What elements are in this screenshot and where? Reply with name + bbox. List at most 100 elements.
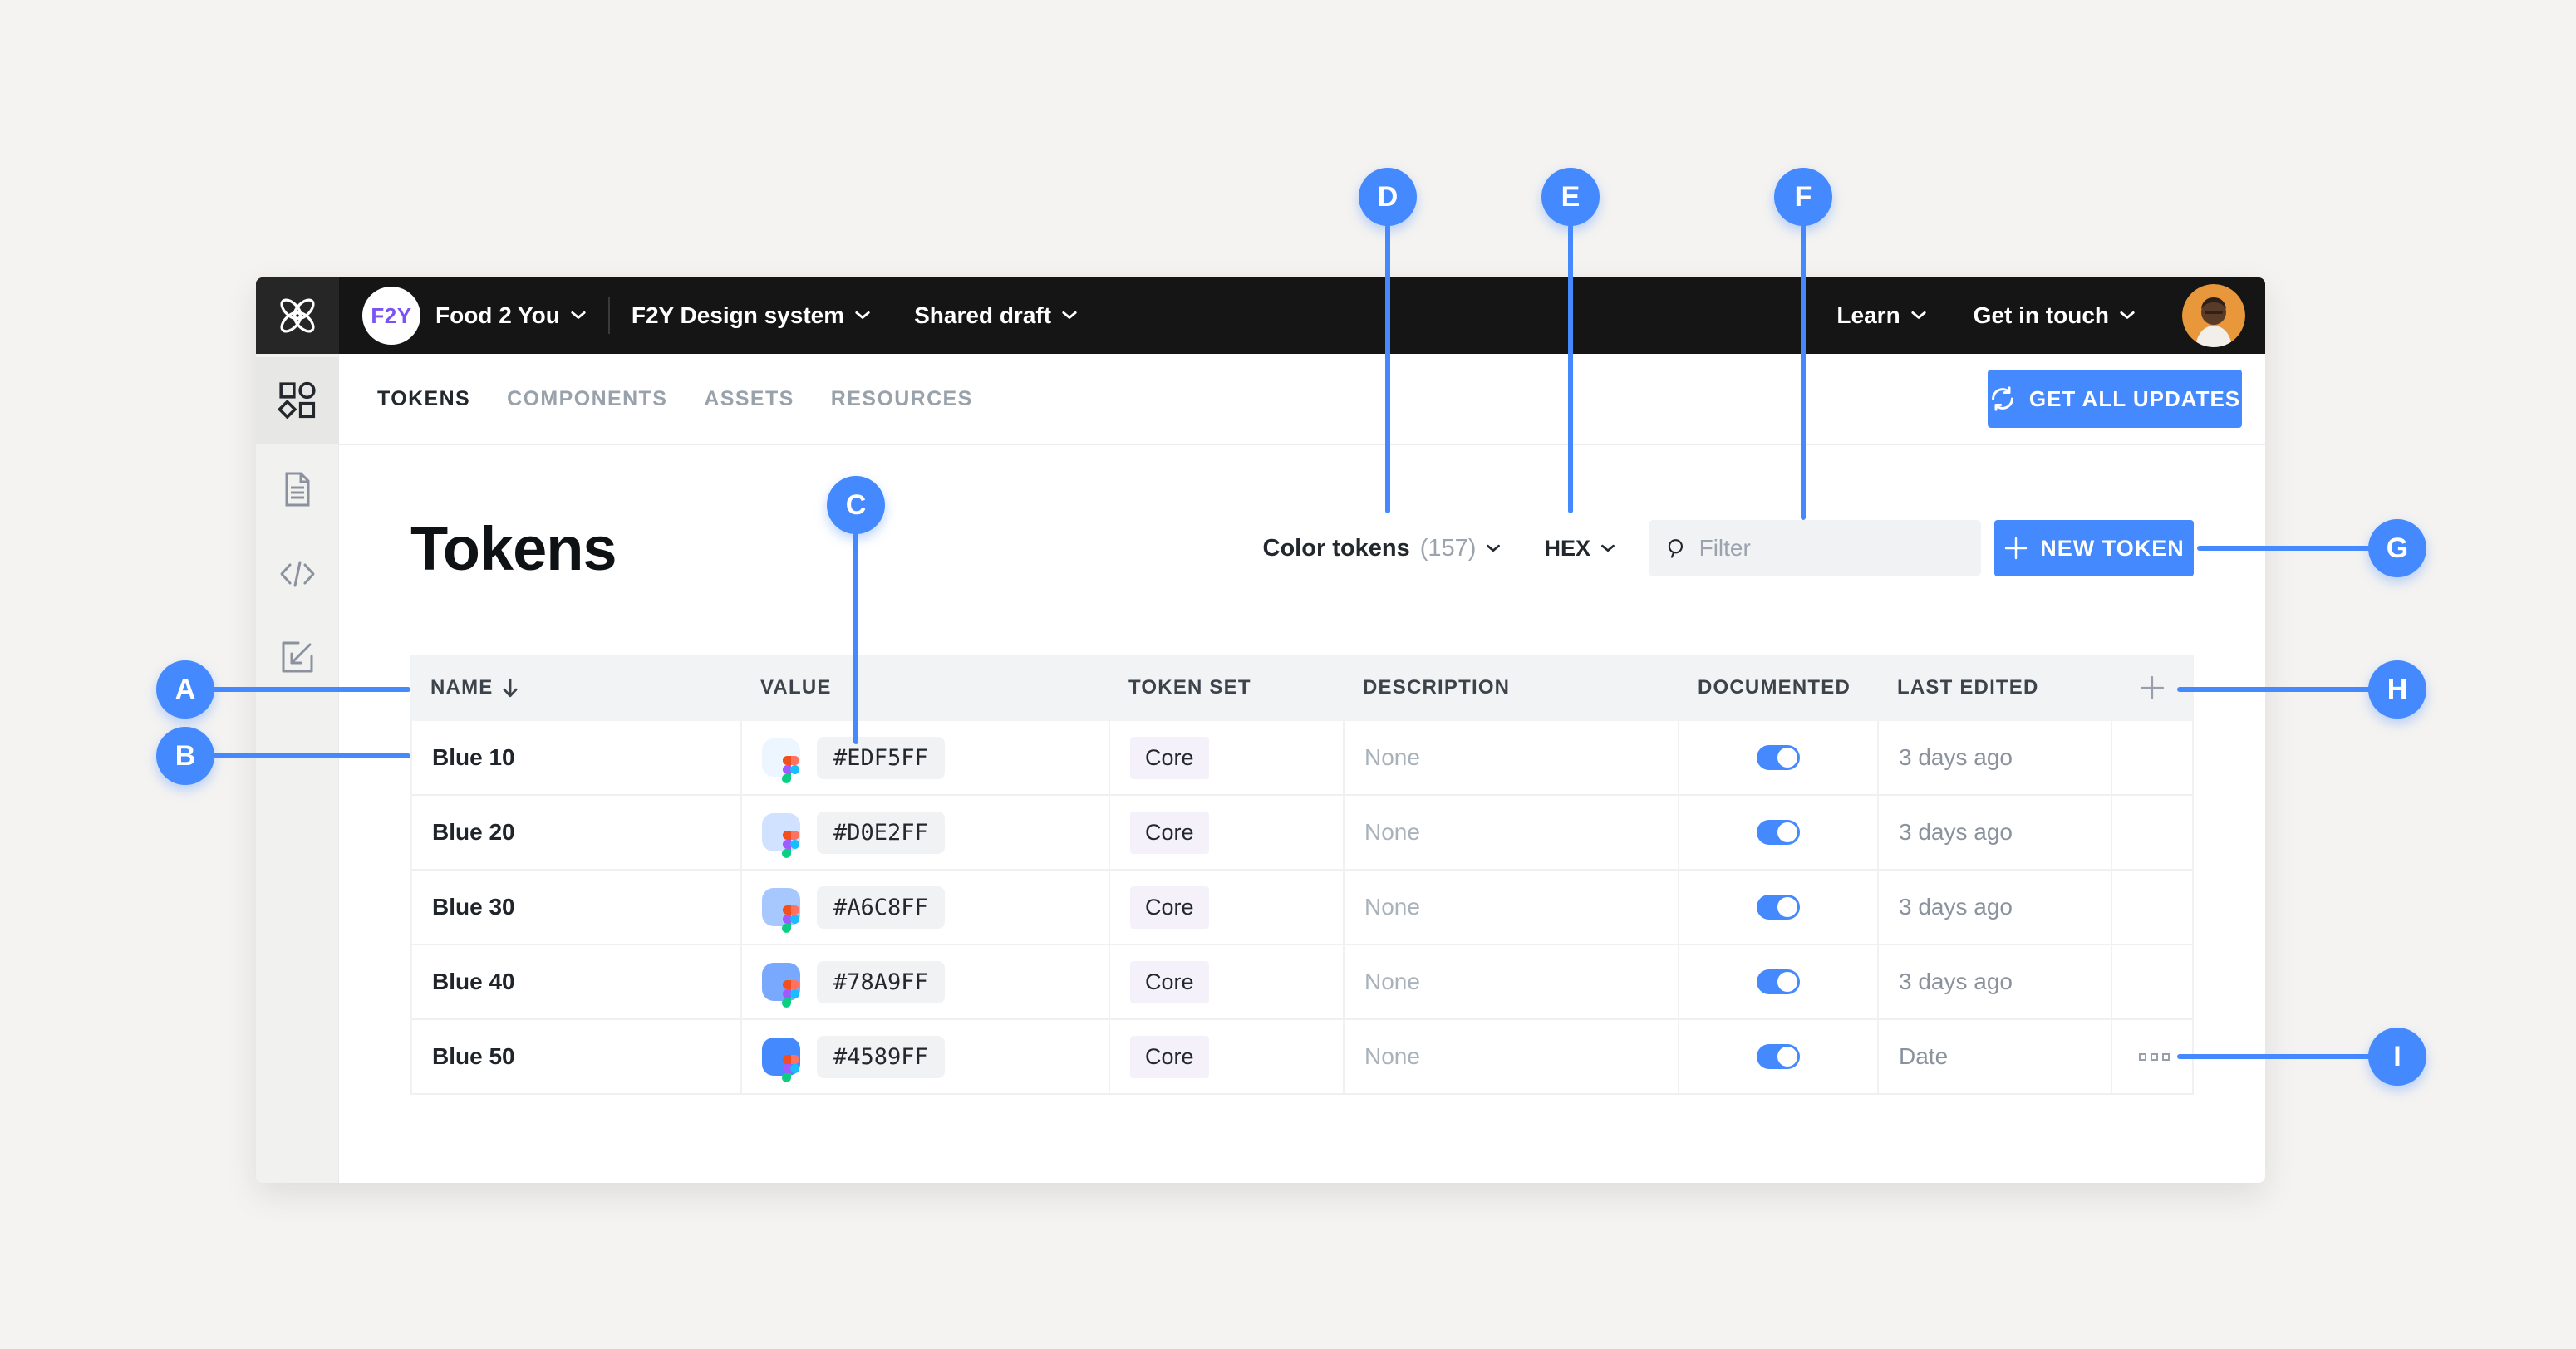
branch-switcher[interactable]: Shared draft	[914, 302, 1078, 329]
design-system-switcher[interactable]: F2Y Design system	[632, 302, 871, 329]
category-count: (157)	[1419, 534, 1477, 562]
toggle-knob	[1777, 1047, 1797, 1067]
annotation-marker-f: F	[1774, 168, 1832, 226]
color-swatch[interactable]	[762, 888, 800, 933]
documented-toggle[interactable]	[1757, 745, 1800, 770]
workspace-badge[interactable]: F2Y	[362, 287, 420, 345]
table-controls: Color tokens (157) HEX	[1263, 520, 2194, 576]
format-label: HEX	[1544, 535, 1590, 561]
annotation-line-d	[1385, 224, 1390, 513]
column-header-name[interactable]: NAME	[410, 676, 740, 699]
user-avatar[interactable]	[2182, 284, 2245, 347]
token-hex-value: #EDF5FF	[817, 736, 945, 779]
supernova-logo[interactable]	[256, 277, 339, 354]
tab-assets[interactable]: ASSETS	[704, 386, 794, 410]
chevron-down-icon	[1062, 311, 1077, 319]
filter-field[interactable]	[1649, 520, 1981, 576]
column-header-last-edited[interactable]: LAST EDITED	[1897, 676, 2039, 699]
token-set-badge: Core	[1130, 960, 1209, 1003]
category-dropdown[interactable]: Color tokens (157)	[1263, 535, 1502, 562]
token-description: None	[1345, 945, 1679, 1018]
token-hex-value: #A6C8FF	[817, 885, 945, 929]
token-description: None	[1345, 721, 1679, 794]
workspace-name: Food 2 You	[435, 302, 560, 328]
annotation-line-g	[2197, 546, 2372, 551]
sidebar-item-tokens[interactable]	[256, 357, 339, 444]
supernova-flower-icon	[280, 298, 315, 333]
sort-descending-icon	[504, 678, 518, 698]
documented-toggle[interactable]	[1757, 1044, 1800, 1069]
documented-toggle[interactable]	[1757, 969, 1800, 994]
design-system-name: F2Y Design system	[631, 302, 845, 328]
learn-menu[interactable]: Learn	[1836, 302, 1926, 329]
column-header-value[interactable]: VALUE	[760, 676, 832, 699]
annotation-marker-d: D	[1359, 168, 1417, 226]
column-header-documented[interactable]: DOCUMENTED	[1698, 676, 1851, 699]
token-name: Blue 40	[412, 945, 742, 1018]
color-swatch[interactable]	[762, 963, 800, 1008]
workspace-switcher[interactable]: Food 2 You	[435, 302, 587, 329]
get-in-touch-menu[interactable]: Get in touch	[1974, 302, 2136, 329]
token-hex-value: #D0E2FF	[817, 811, 945, 854]
table-row[interactable]: Blue 20 #D0E2FF	[412, 796, 2192, 871]
add-column-button[interactable]	[2111, 674, 2194, 702]
token-hex-value: #78A9FF	[817, 960, 945, 1003]
figma-icon	[782, 756, 800, 783]
filter-input[interactable]	[1698, 535, 1964, 562]
format-dropdown[interactable]: HEX	[1544, 536, 1615, 562]
tokens-table: NAME VALUE TOKEN SET DESCRIPTION DOCUMEN…	[410, 655, 2194, 1095]
token-description: None	[1345, 871, 1679, 944]
annotation-marker-a: A	[156, 660, 214, 719]
document-icon	[285, 472, 309, 507]
table-row[interactable]: Blue 10 #EDF5FF	[412, 721, 2192, 796]
figma-icon	[782, 1055, 800, 1082]
figma-icon	[782, 980, 800, 1008]
toggle-knob	[1777, 748, 1797, 768]
annotation-line-e	[1568, 224, 1573, 513]
color-swatch[interactable]	[762, 813, 800, 858]
row-menu-button[interactable]	[2138, 1052, 2170, 1061]
sidebar-item-code[interactable]	[278, 555, 317, 593]
table-row[interactable]: Blue 30 #A6C8FF	[412, 871, 2192, 945]
column-header-name-label: NAME	[430, 676, 494, 699]
column-header-description[interactable]: DESCRIPTION	[1363, 676, 1511, 699]
table-body: Blue 10 #EDF5FF	[410, 721, 2194, 1095]
table-header-row: NAME VALUE TOKEN SET DESCRIPTION DOCUMEN…	[410, 655, 2194, 721]
color-swatch[interactable]	[762, 738, 800, 783]
sidebar-item-import[interactable]	[278, 638, 317, 676]
branch-name: Shared draft	[914, 302, 1052, 328]
documented-toggle[interactable]	[1757, 820, 1800, 845]
toggle-knob	[1777, 822, 1797, 842]
annotation-marker-c: C	[827, 476, 885, 534]
token-hex-value: #4589FF	[817, 1035, 945, 1078]
table-row[interactable]: Blue 40 #78A9FF	[412, 945, 2192, 1020]
tab-resources[interactable]: RESOURCES	[830, 386, 973, 410]
chevron-down-icon	[1911, 311, 1926, 319]
left-sidebar	[256, 354, 339, 1183]
tab-components[interactable]: COMPONENTS	[507, 386, 668, 410]
last-edited: 3 days ago	[1879, 796, 2112, 869]
annotation-marker-b: B	[156, 727, 214, 785]
get-all-updates-button[interactable]: GET ALL UPDATES	[1988, 370, 2242, 428]
token-description: None	[1345, 796, 1679, 869]
grid-shapes-icon	[277, 381, 316, 419]
figma-icon	[782, 905, 800, 933]
category-label: Color tokens	[1262, 534, 1410, 562]
navbar-right: Learn Get in touch	[1836, 284, 2265, 347]
learn-label: Learn	[1836, 302, 1900, 328]
annotation-line-a	[211, 687, 410, 692]
color-swatch[interactable]	[762, 1038, 800, 1082]
column-header-token-set[interactable]: TOKEN SET	[1128, 676, 1251, 699]
top-navbar: F2Y Food 2 You F2Y Design system Shared …	[256, 277, 2265, 354]
token-set-badge: Core	[1130, 811, 1209, 854]
table-row[interactable]: Blue 50 #4589FF	[412, 1020, 2192, 1095]
token-name: Blue 10	[412, 721, 742, 794]
token-name: Blue 30	[412, 871, 742, 944]
token-description: None	[1345, 1020, 1679, 1093]
new-token-button[interactable]: NEW TOKEN	[1994, 520, 2194, 576]
section-tabbar: TOKENS COMPONENTS ASSETS RESOURCES GET A…	[339, 354, 2265, 445]
import-arrow-icon	[282, 641, 312, 673]
sidebar-item-docs[interactable]	[278, 470, 317, 508]
documented-toggle[interactable]	[1757, 895, 1800, 920]
tab-tokens[interactable]: TOKENS	[377, 386, 471, 410]
